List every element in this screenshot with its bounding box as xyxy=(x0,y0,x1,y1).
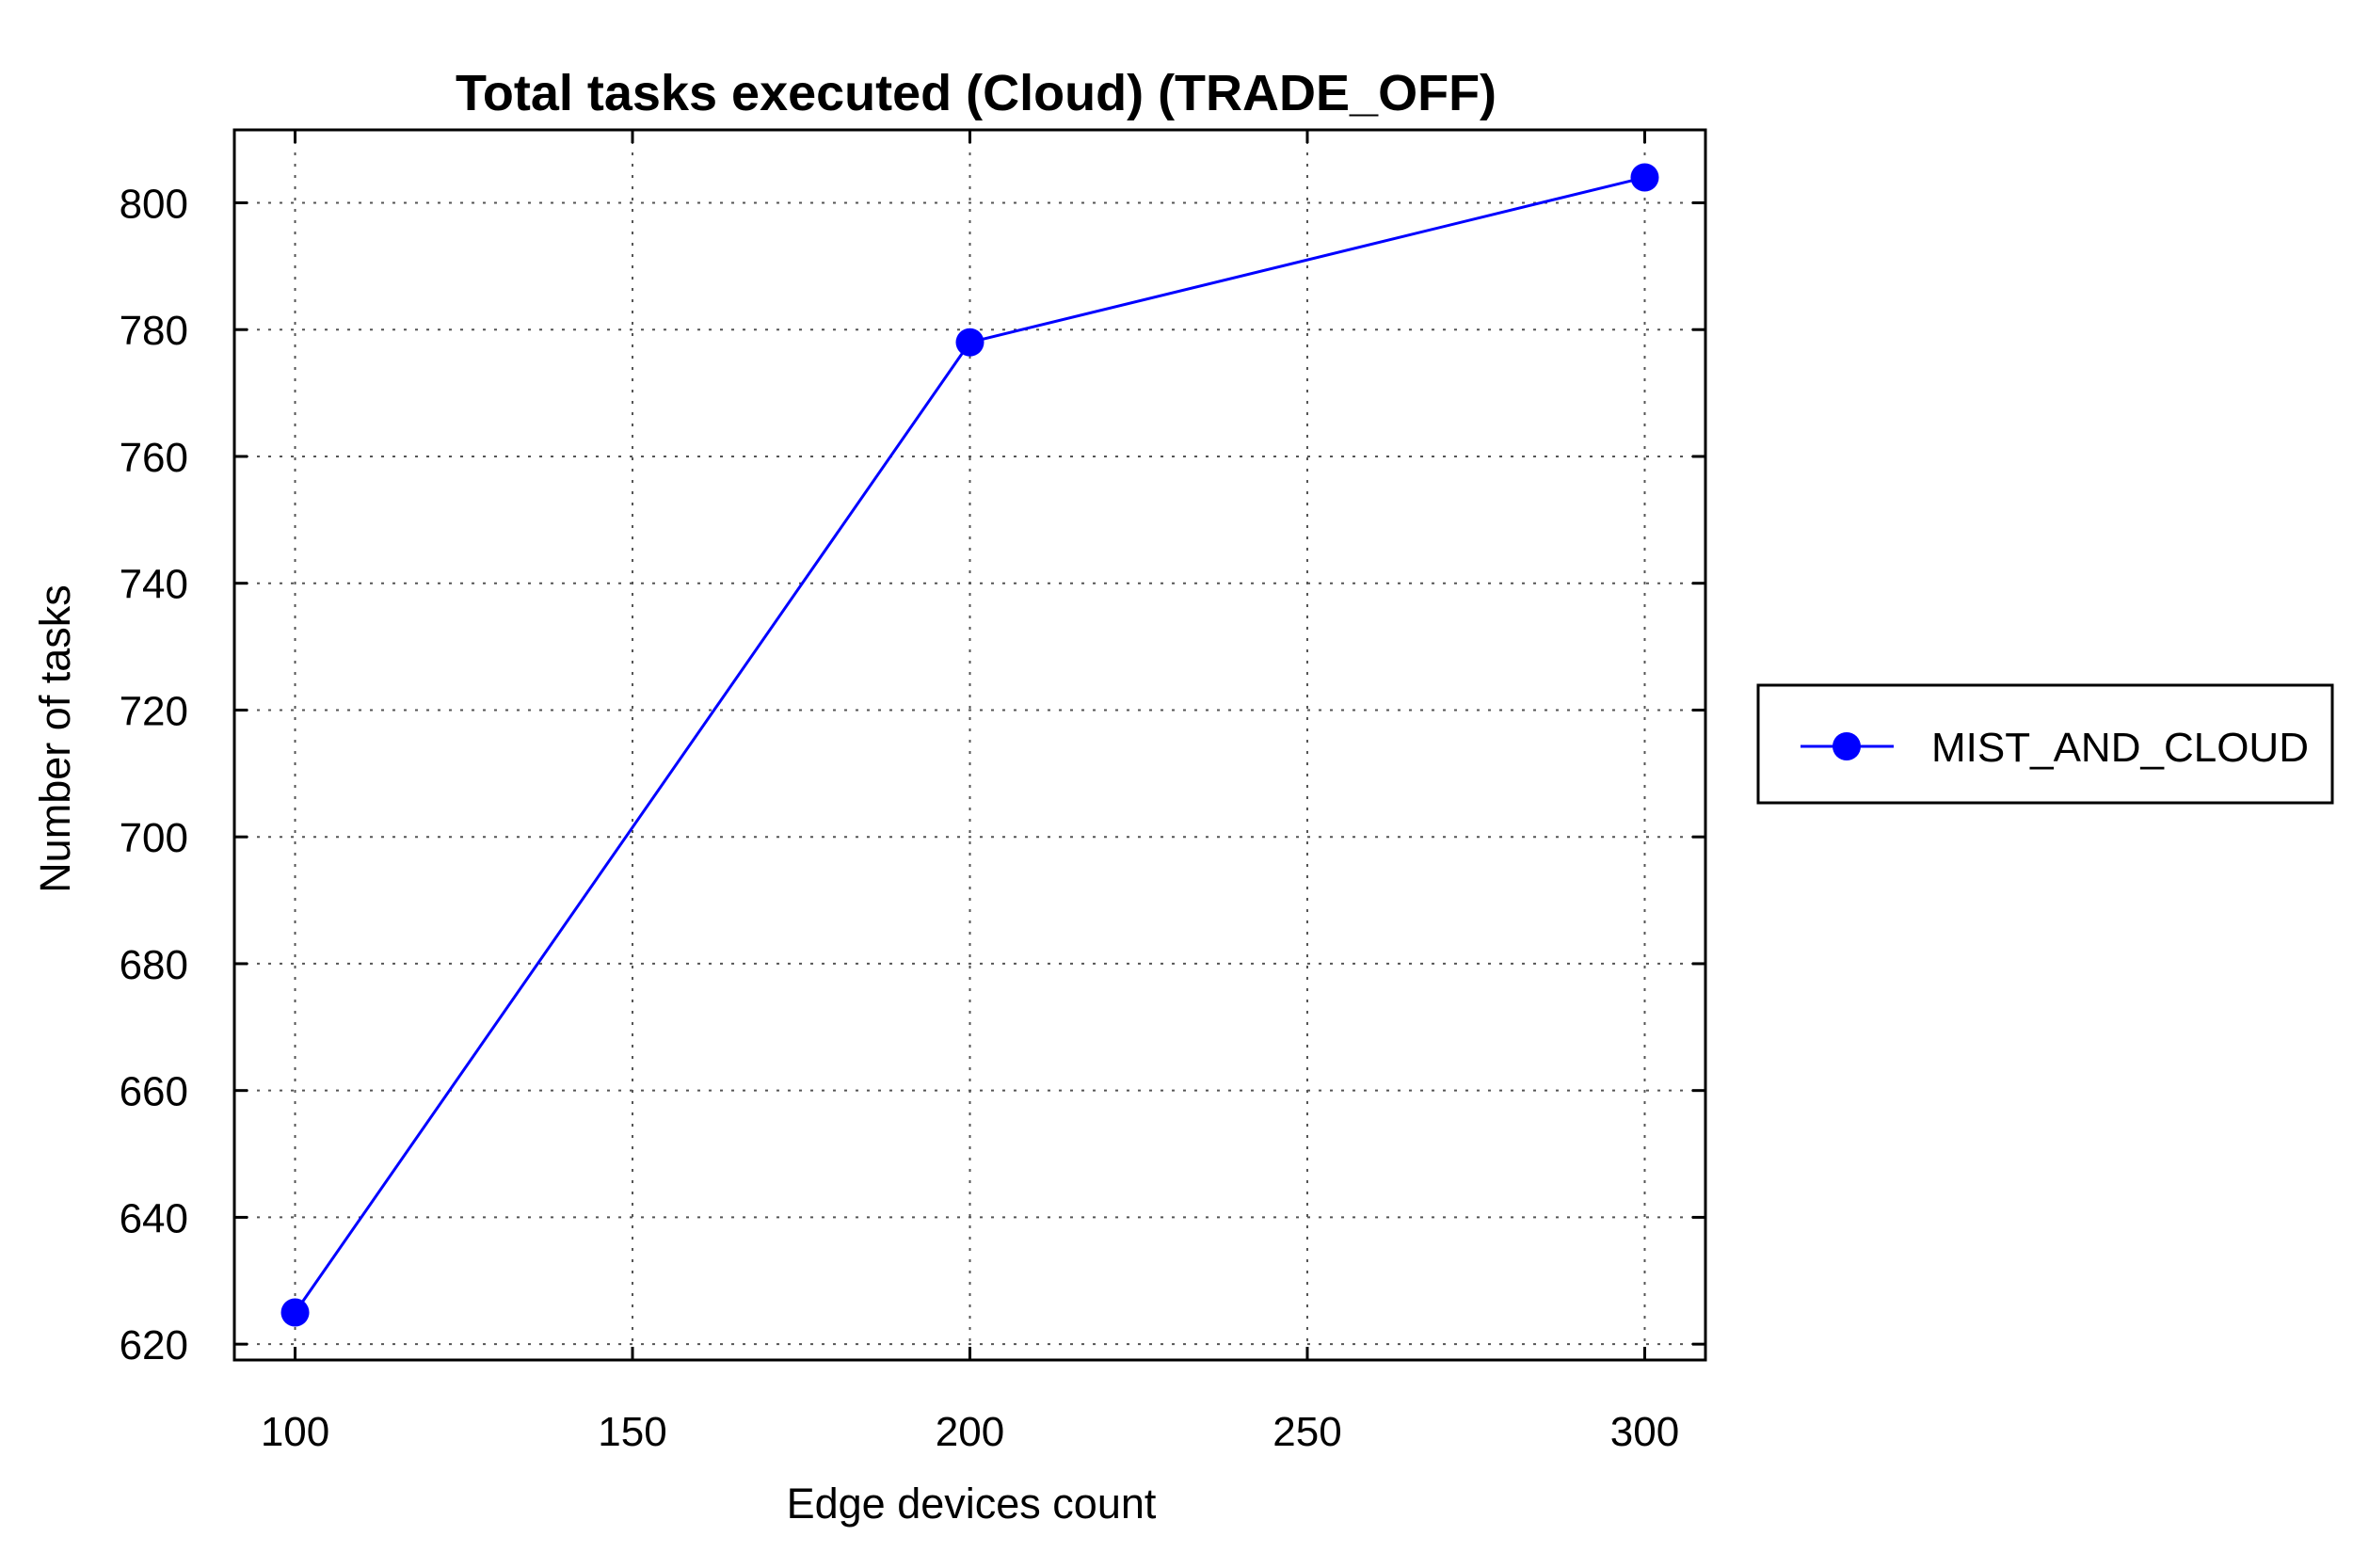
y-tick-label: 760 xyxy=(120,435,188,481)
data-point xyxy=(955,328,984,357)
plot-frame xyxy=(232,128,1707,1362)
y-tick-label: 620 xyxy=(120,1322,188,1368)
y-tick-label: 740 xyxy=(120,562,188,608)
y-tick-label: 660 xyxy=(120,1069,188,1115)
x-tick-label: 200 xyxy=(936,1409,1004,1455)
legend-entry-label: MIST_AND_CLOUD xyxy=(1931,725,2309,771)
legend: MIST_AND_CLOUD xyxy=(1756,683,2334,805)
y-tick-label: 720 xyxy=(120,688,188,734)
data-point xyxy=(1630,163,1659,192)
y-tick-label: 780 xyxy=(120,308,188,354)
y-tick-labels: 620 640 660 680 700 720 740 760 780 800 xyxy=(120,181,188,1368)
x-tick-label: 300 xyxy=(1610,1409,1679,1455)
series-mist-and-cloud xyxy=(280,163,1659,1327)
x-tick-label: 100 xyxy=(261,1409,329,1455)
x-axis-label: Edge devices count xyxy=(787,1480,1157,1528)
x-tick-labels: 100 150 200 250 300 xyxy=(261,1409,1679,1455)
y-tick-label: 800 xyxy=(120,181,188,227)
y-tick-label: 680 xyxy=(120,942,188,988)
grid-lines xyxy=(234,130,1705,1360)
x-tick-label: 250 xyxy=(1273,1409,1341,1455)
y-tick-label: 640 xyxy=(120,1195,188,1241)
x-tick-label: 150 xyxy=(598,1409,666,1455)
legend-marker-icon xyxy=(1833,732,1861,760)
axis-ticks xyxy=(234,130,1705,1360)
chart-title: Total tasks executed (Cloud) (TRADE_OFF) xyxy=(456,65,1497,121)
y-axis-label: Number of tasks xyxy=(31,584,79,893)
y-tick-label: 700 xyxy=(120,815,188,861)
data-point xyxy=(280,1298,310,1327)
